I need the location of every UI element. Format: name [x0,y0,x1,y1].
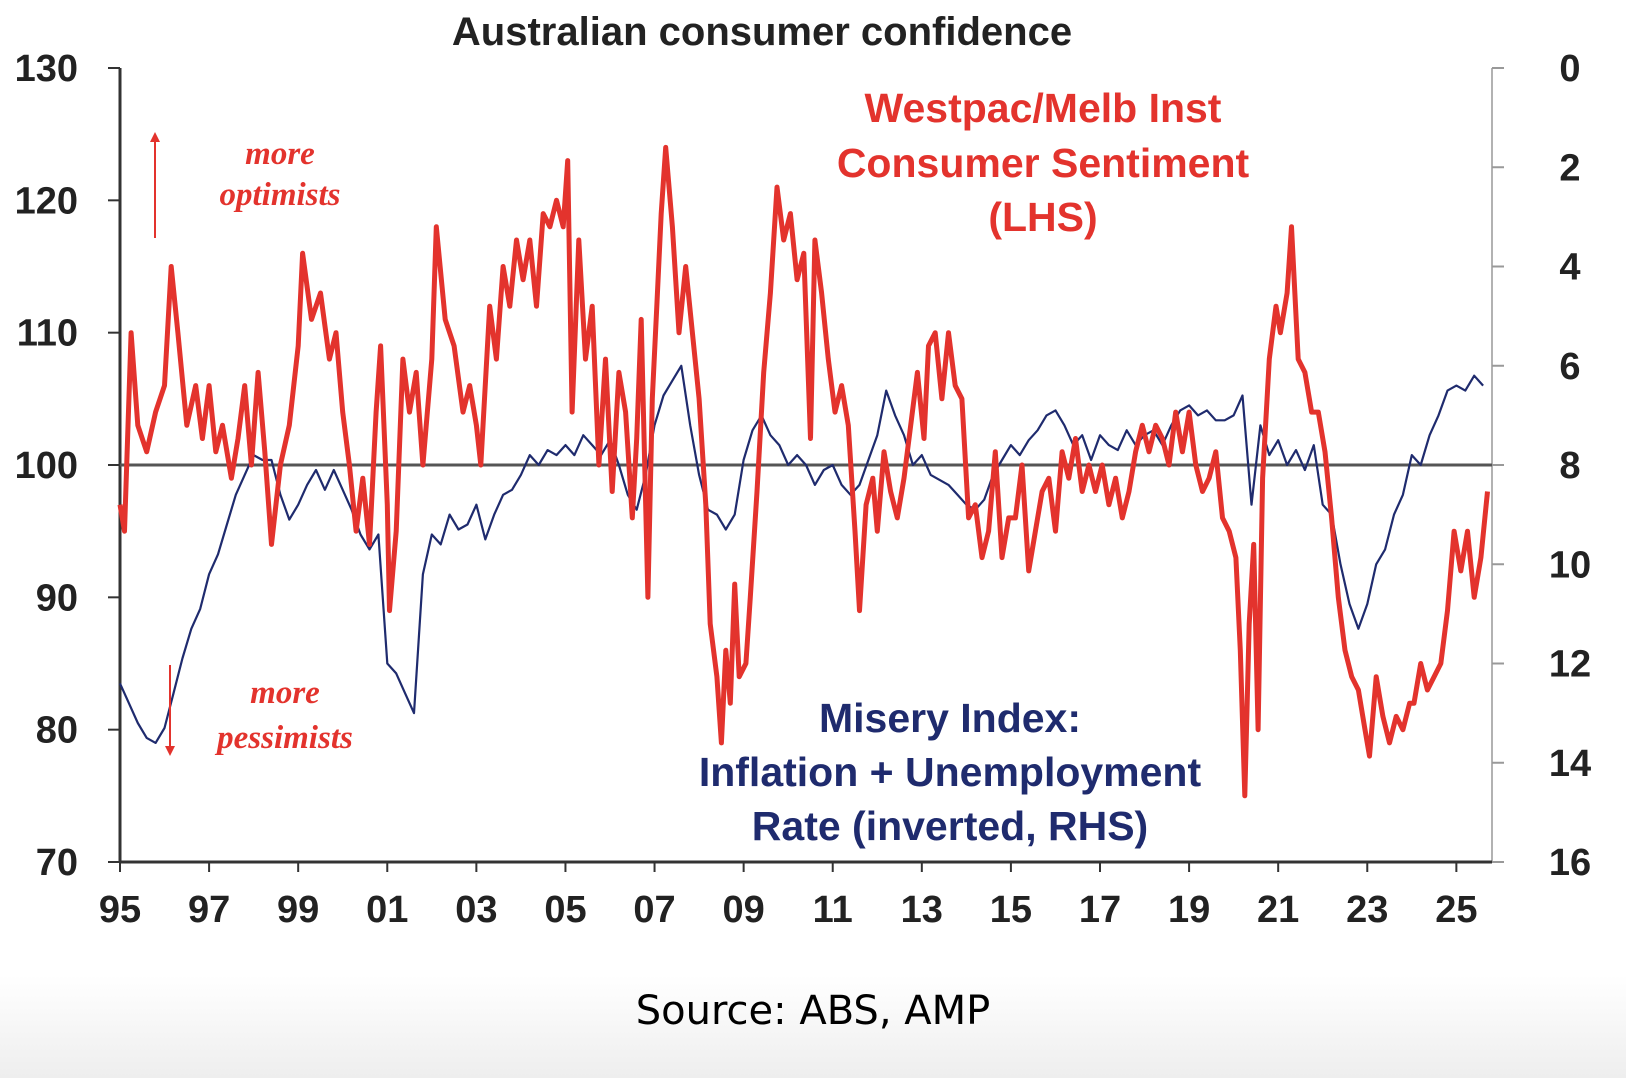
left-tick-label: 70 [36,842,78,884]
left-tick-label: 110 [17,313,78,355]
x-tick-label: 17 [1079,889,1121,931]
x-tick-label: 23 [1346,889,1388,931]
series-label-sentiment-line1: Westpac/Melb Inst [865,85,1222,131]
series-layer [117,144,1490,799]
right-tick-label: 2 [1559,147,1580,189]
x-tick-label: 99 [277,889,319,931]
x-tick-label: 25 [1435,889,1477,931]
right-axis: 0 2 4 6 8 10 12 14 16 [1492,48,1591,884]
series-line-sentiment [117,144,1490,799]
left-axis: 70 80 90 100 110 120 130 [15,48,120,884]
footer-background [0,975,1626,1078]
x-tick-label: 95 [99,889,141,931]
x-tick-label: 11 [813,889,853,931]
x-tick-label: 05 [544,889,586,931]
annotation-more-optimists-2: optimists [219,177,340,213]
left-tick-label: 90 [36,577,78,619]
annotation-more-pessimists-2: pessimists [214,720,353,756]
series-label-misery-line1: Misery Index: [819,695,1081,741]
right-tick-label: 14 [1549,743,1591,785]
x-tick-label: 15 [990,889,1032,931]
annotation-more-optimists-1: more [245,136,315,172]
right-tick-label: 8 [1559,445,1580,487]
right-tick-label: 12 [1549,644,1591,686]
series-label-misery-line3: Rate (inverted, RHS) [752,803,1148,849]
x-tick-label: 13 [901,889,943,931]
right-tick-label: 16 [1549,842,1591,884]
series-label-misery-line2: Inflation + Unemployment [699,749,1202,795]
down-arrow-icon [165,665,175,756]
x-tick-label: 03 [455,889,497,931]
left-tick-label: 80 [36,710,78,752]
x-tick-label: 07 [633,889,675,931]
right-tick-label: 6 [1559,346,1580,388]
up-arrow-icon [150,132,160,238]
x-axis: 95 97 99 01 03 05 07 09 11 13 15 17 19 21 23 25 [99,862,1478,931]
left-tick-label: 100 [15,445,78,487]
left-tick-label: 120 [15,180,78,222]
x-tick-label: 97 [188,889,230,931]
x-tick-label: 09 [722,889,764,931]
series-label-sentiment-line2: Consumer Sentiment [837,140,1250,186]
series-line-misery-index [118,364,1484,744]
line-chart: Australian consumer confidence 708090100… [15,10,1592,931]
right-tick-label: 0 [1559,48,1580,90]
annotation-more-pessimists-1: more [250,675,320,711]
right-tick-label: 4 [1559,247,1580,289]
source-note: Source: ABS, AMP [635,988,991,1034]
chart-title: Australian consumer confidence [452,10,1072,54]
series-label-sentiment-line3: (LHS) [988,194,1097,240]
x-tick-label: 21 [1257,889,1299,931]
right-tick-label: 10 [1549,544,1591,586]
left-tick-label: 130 [15,48,78,90]
x-tick-label: 01 [366,889,408,931]
x-tick-label: 19 [1168,889,1210,931]
